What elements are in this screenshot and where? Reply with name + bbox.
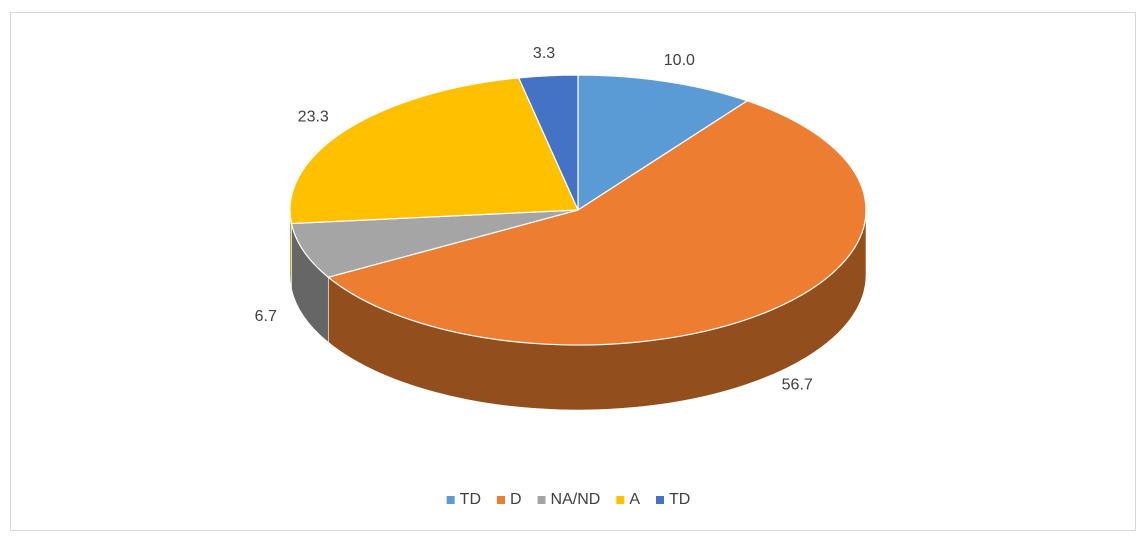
slice <box>289 77 579 225</box>
data-label: 23.3 <box>298 109 329 126</box>
slice <box>290 209 579 278</box>
legend: TD D NA/ND A TD <box>446 491 690 508</box>
slice <box>517 74 579 211</box>
legend-swatch <box>656 496 665 504</box>
data-label: 6.7 <box>255 308 277 325</box>
legend-label: A <box>629 491 640 508</box>
data-label: 56.7 <box>782 377 813 394</box>
legend-swatch <box>537 496 546 504</box>
legend-swatch <box>496 496 505 504</box>
legend-swatch <box>446 496 455 504</box>
legend-label: TD <box>460 491 481 508</box>
data-label: 3.3 <box>533 45 555 62</box>
legend-label: NA/ND <box>551 491 601 508</box>
data-label: 10.0 <box>664 52 695 69</box>
legend-label: D <box>510 491 522 508</box>
slice <box>326 100 867 346</box>
legend-label: TD <box>669 491 690 508</box>
legend-swatch <box>616 496 625 504</box>
slice <box>577 74 749 212</box>
